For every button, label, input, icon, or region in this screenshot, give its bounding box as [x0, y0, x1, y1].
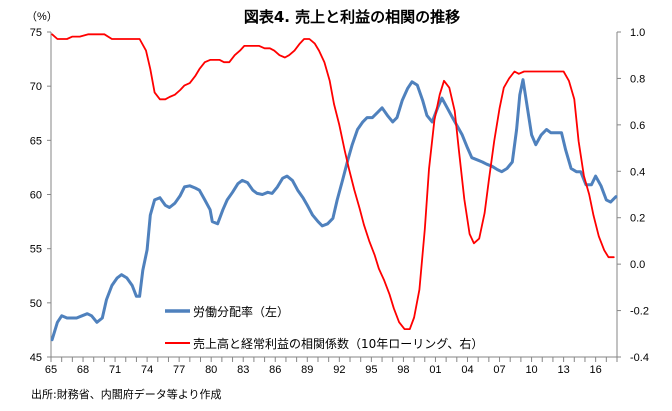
- x-axis-tick-label: 07: [493, 364, 505, 376]
- right-axis-tick-label: 0.2: [630, 213, 645, 225]
- left-axis-tick-label: 65: [30, 135, 42, 147]
- right-axis-tick-label: 0.0: [630, 259, 645, 271]
- x-axis-tick-label: 04: [461, 364, 473, 376]
- right-axis-tick-label: -0.4: [630, 352, 649, 364]
- left-axis-tick-label: 55: [30, 244, 42, 256]
- axes: 45 50 55 60 65 70 75 -0.4 -0.2 0.0 0.2 0.4 0.6 0.8 1.0…: [30, 27, 649, 376]
- left-axis-unit-label: （%）: [26, 10, 58, 23]
- legend-label-labor-share: 労働分配率（左）: [193, 304, 289, 319]
- left-axis-tick-label: 70: [30, 81, 42, 93]
- left-axis-tick-label: 45: [30, 352, 42, 364]
- x-axis-tick-label: 68: [77, 364, 89, 376]
- x-axis-tick-label: 16: [590, 364, 602, 376]
- chart-title: 図表4. 売上と利益の相関の推移: [244, 8, 460, 26]
- x-axis-tick-label: 71: [109, 364, 121, 376]
- source-note: 出所:財務省、内閣府データ等より作成: [31, 387, 222, 401]
- left-axis-tick-label: 60: [30, 190, 42, 202]
- x-axis-tick-label: 95: [365, 364, 377, 376]
- x-axis-tick-label: 01: [429, 364, 441, 376]
- x-axis-tick-label: 74: [141, 364, 153, 376]
- right-axis-tick-label: 1.0: [630, 27, 645, 39]
- x-axis-tick-label: 98: [397, 364, 409, 376]
- right-axis-tick-label: 0.8: [630, 73, 645, 85]
- left-axis-tick-label: 75: [30, 27, 42, 39]
- x-axis-tick-label: 77: [173, 364, 185, 376]
- x-axis-tick-label: 92: [333, 364, 345, 376]
- series-group: [50, 33, 618, 342]
- x-axis-tick-label: 65: [45, 364, 57, 376]
- x-axis-tick-label: 10: [525, 364, 537, 376]
- right-axis-tick-label: 0.4: [630, 166, 645, 178]
- series-line-labor-share: [50, 78, 618, 342]
- x-axis-tick-label: 86: [269, 364, 281, 376]
- series-line-correlation: [51, 33, 615, 331]
- x-axis-tick-label: 89: [301, 364, 313, 376]
- right-axis-tick-label: 0.6: [630, 120, 645, 132]
- legend: 労働分配率（左） 売上高と経常利益の相関係数（10年ローリング、右）: [165, 304, 483, 351]
- x-axis-tick-label: 13: [557, 364, 569, 376]
- x-axis-tick-label: 80: [205, 364, 217, 376]
- right-axis-tick-label: -0.2: [630, 306, 649, 318]
- left-axis-tick-label: 50: [30, 298, 42, 310]
- x-axis-tick-label: 83: [237, 364, 249, 376]
- legend-label-correlation: 売上高と経常利益の相関係数（10年ローリング、右）: [193, 336, 483, 351]
